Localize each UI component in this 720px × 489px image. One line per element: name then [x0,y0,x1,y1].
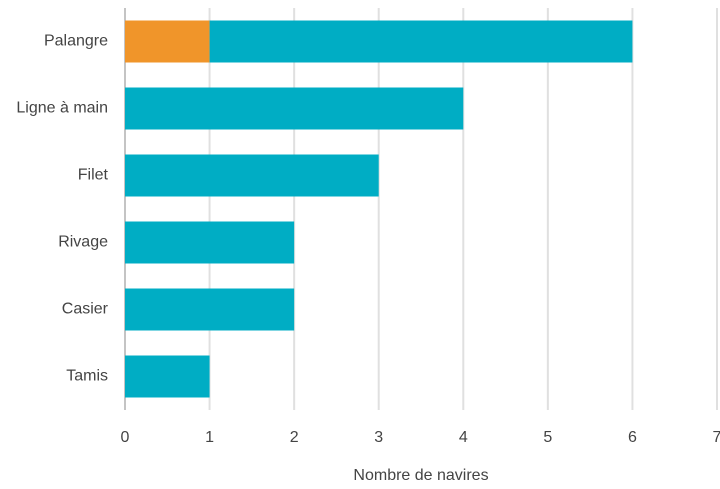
bar-segment [125,20,210,63]
x-tick-label: 0 [121,429,130,446]
x-tick-label: 7 [713,429,720,446]
bar-segment [125,221,295,264]
bar-segment [125,87,464,130]
x-tick-label: 6 [628,429,637,446]
x-tick-label: 2 [290,429,299,446]
y-tick-label: Ligne à main [16,100,108,117]
x-tick-label: 3 [374,429,383,446]
bar-segment [125,288,295,331]
x-tick-label: 4 [459,429,468,446]
x-tick-label: 1 [205,429,214,446]
y-tick-label: Rivage [58,234,108,251]
y-tick-label: Casier [62,301,109,318]
x-axis-label: Nombre de navires [353,467,488,484]
y-tick-label: Tamis [66,368,108,385]
bar-segment [125,355,210,398]
bar-segment [209,20,633,63]
y-tick-label: Palangre [44,33,108,50]
y-tick-label: Filet [78,167,109,184]
x-tick-label: 5 [543,429,552,446]
bar-segment [125,154,379,197]
